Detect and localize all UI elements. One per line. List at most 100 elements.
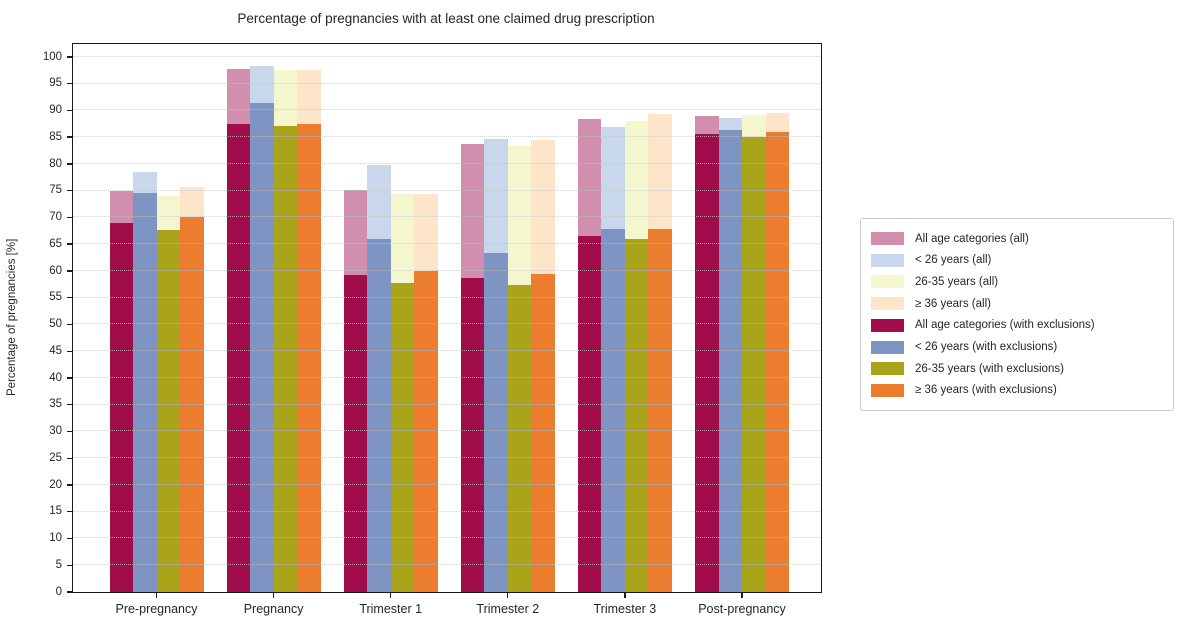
gridline-70 [73, 216, 821, 218]
x-tick-label: Pregnancy [243, 602, 304, 616]
bar--36-years-with-exclusions- [531, 274, 555, 592]
y-axis-tick [67, 136, 73, 138]
legend-label: < 26 years (all) [915, 254, 992, 267]
y-axis-tick [67, 377, 73, 379]
legend-item: 26-35 years (with exclusions) [871, 358, 1163, 379]
y-tick-label: 25 [49, 451, 62, 464]
gridline-75 [73, 189, 821, 191]
gridline-85 [73, 136, 821, 138]
bar-all-age-categories-with-exclusions- [109, 222, 133, 592]
bar-all-age-categories-with-exclusions- [226, 123, 251, 592]
bar--26-years-with-exclusions- [367, 239, 391, 592]
x-axis-tick [272, 592, 275, 598]
bar-all-age-categories-with-exclusions- [577, 235, 602, 592]
legend-swatch [871, 297, 904, 311]
x-axis-tick [624, 592, 626, 598]
y-axis-tick [67, 82, 73, 85]
bar-slot [414, 44, 438, 592]
legend-label: 26-35 years (with exclusions) [915, 362, 1064, 375]
bar-slot [297, 44, 321, 592]
bar-26-35-years-with-exclusions- [624, 238, 649, 592]
bar-slot [695, 44, 719, 592]
gridline-55 [73, 296, 821, 298]
bar-slot [577, 44, 602, 592]
bar--36-years-with-exclusions- [180, 217, 204, 592]
legend-label: ≥ 36 years (with exclusions) [915, 384, 1057, 397]
bar--26-years-with-exclusions- [718, 130, 742, 592]
y-tick-label: 80 [49, 157, 62, 170]
x-axis-tick [741, 592, 743, 598]
legend-swatch [871, 383, 904, 397]
y-axis-tick [67, 457, 73, 459]
gridline-100 [73, 55, 821, 57]
bar-group-6 [695, 44, 789, 592]
gridline-50 [73, 323, 821, 325]
bar-slot [390, 44, 415, 592]
y-tick-label: 30 [49, 425, 62, 438]
y-axis-tick [67, 163, 73, 165]
bar-slot [180, 44, 204, 592]
x-axis-tick [507, 592, 509, 598]
bar-all-age-categories-with-exclusions- [343, 275, 368, 592]
y-axis-tick [67, 189, 73, 192]
legend-swatch [871, 232, 904, 245]
chart-title: Percentage of pregnancies with at least … [237, 11, 655, 26]
bar-slot [742, 44, 766, 592]
y-tick-label: 5 [55, 559, 62, 571]
gridline-45 [73, 350, 821, 352]
gridline-15 [73, 510, 821, 512]
y-axis-tick [67, 296, 73, 299]
legend-swatch [871, 362, 904, 376]
y-axis-tick [67, 350, 73, 352]
x-tick-label: Pre-pregnancy [115, 602, 198, 616]
bar-slot [343, 44, 368, 592]
x-axis-tick [390, 592, 392, 598]
legend-swatch [871, 340, 904, 354]
y-tick-label: 70 [49, 211, 62, 224]
legend-swatch [871, 275, 904, 289]
gridline-40 [73, 376, 821, 378]
y-axis-tick [67, 591, 73, 593]
gridline-35 [73, 403, 821, 405]
y-axis-tick [67, 404, 73, 406]
legend-label: 26-35 years (all) [915, 275, 999, 288]
y-axis-tick [67, 56, 73, 58]
gridline-65 [73, 243, 821, 245]
y-tick-label: 85 [49, 130, 62, 143]
bar-group-2 [226, 44, 321, 592]
y-tick-label: 15 [49, 505, 62, 518]
bar-all-age-categories-with-exclusions- [460, 278, 485, 592]
bar-slot [765, 44, 789, 592]
x-tick-label: Trimester 1 [359, 602, 423, 616]
y-axis-tick [67, 430, 73, 433]
bar-slot [226, 44, 251, 592]
y-axis-tick [67, 243, 73, 245]
y-tick-label: 10 [49, 532, 62, 545]
y-axis-tick [67, 323, 73, 326]
bar-slot [460, 44, 485, 592]
legend-item: All age categories (with exclusions) [871, 315, 1163, 336]
legend-label: All age categories (with exclusions) [915, 319, 1095, 332]
bar-slot [718, 44, 742, 592]
gridline-25 [73, 457, 821, 459]
bar-all-age-categories-with-exclusions- [695, 134, 719, 592]
bar-slot [156, 44, 180, 592]
bar--36-years-with-exclusions- [414, 271, 438, 592]
y-tick-label: 0 [55, 585, 62, 598]
legend-label: All age categories (all) [915, 232, 1029, 245]
gridline-80 [73, 162, 821, 164]
y-tick-label: 90 [49, 104, 62, 117]
bar--36-years-with-exclusions- [648, 228, 672, 592]
legend-swatch [871, 253, 904, 267]
bar--36-years-with-exclusions- [765, 132, 789, 592]
bar-slot [507, 44, 532, 592]
y-tick-label: 55 [49, 291, 62, 304]
bar-slot [367, 44, 391, 592]
legend-item: < 26 years (all) [871, 250, 1163, 271]
gridline-95 [73, 82, 821, 84]
y-axis-tick [67, 484, 73, 486]
bar-slot [624, 44, 649, 592]
y-tick-label: 50 [49, 318, 62, 331]
y-tick-label: 35 [49, 398, 62, 411]
x-axis-tick [155, 592, 158, 598]
